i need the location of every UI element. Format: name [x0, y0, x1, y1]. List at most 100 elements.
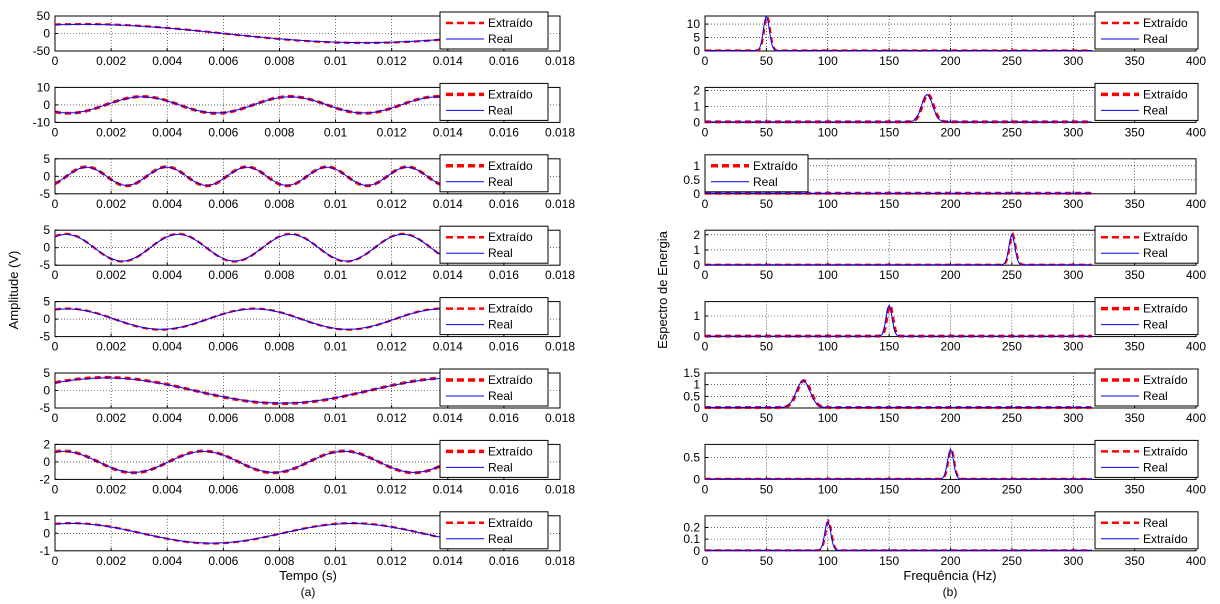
x-tick-label: 0.012 — [377, 268, 407, 282]
legend-label: Extraído — [488, 16, 533, 30]
x-tick-label: 200 — [940, 554, 960, 568]
legend: Extraído Real — [1094, 297, 1199, 336]
x-tick-label: 150 — [879, 125, 899, 139]
x-tick-label: 0.002 — [96, 482, 126, 496]
series-real — [54, 450, 458, 473]
x-tick-label: 250 — [1002, 54, 1022, 68]
x-tick-label: 0.018 — [545, 482, 575, 496]
y-tick-label: 0.2 — [683, 520, 700, 534]
y-tick-label: 5 — [43, 366, 50, 380]
y-tick-label: 0 — [43, 98, 50, 112]
legend-label: Extraído — [1143, 16, 1188, 30]
legend-label: Extraído — [1143, 302, 1188, 316]
legend-label: Extraído — [1143, 532, 1188, 546]
x-axis-label-frequency: Frequência (Hz) — [903, 568, 996, 583]
series-real — [54, 23, 458, 44]
subplot-5: 0 50 100 150 200 250 300 350 400 1 0 Extraído Real — [693, 297, 1206, 354]
y-tick-label: 5 — [43, 295, 50, 309]
legend: Extraído Real — [1094, 368, 1199, 407]
x-tick-label: 50 — [760, 340, 774, 354]
y-tick-label: -5 — [39, 330, 50, 344]
x-tick-label: 150 — [879, 554, 899, 568]
x-tick-label: 0.016 — [489, 482, 519, 496]
x-tick-label: 0.004 — [152, 268, 182, 282]
series-real — [705, 304, 1092, 337]
legend-label: Extraído — [488, 302, 533, 316]
x-tick-label: 150 — [879, 411, 899, 425]
y-tick-label: 0 — [693, 401, 700, 415]
x-tick-label: 0.016 — [489, 197, 519, 211]
x-tick-label: 0 — [52, 54, 59, 68]
legend: Extraído Real — [439, 154, 549, 193]
subplot-3: 0 0.002 0.004 0.006 0.008 0.01 0.012 0.014 0.016… — [39, 152, 575, 211]
x-tick-label: 0 — [702, 411, 709, 425]
y-tick-label: 0 — [693, 187, 700, 201]
x-tick-label: 0.004 — [152, 340, 182, 354]
x-tick-label: 0.018 — [545, 340, 575, 354]
x-tick-label: 350 — [1125, 197, 1145, 211]
legend-label: Real — [488, 32, 513, 46]
x-tick-label: 0 — [702, 554, 709, 568]
x-tick-label: 200 — [940, 411, 960, 425]
x-tick-label: 0.008 — [264, 411, 294, 425]
x-tick-label: 400 — [1186, 340, 1206, 354]
x-tick-label: 0 — [702, 54, 709, 68]
x-tick-label: 350 — [1125, 482, 1145, 496]
x-tick-label: 0 — [52, 340, 59, 354]
x-tick-label: 0.016 — [489, 268, 519, 282]
y-tick-label: 2 — [693, 228, 700, 242]
x-tick-label: 0.006 — [208, 554, 238, 568]
legend-label: Extraído — [1143, 373, 1188, 387]
y-tick-label: -5 — [39, 401, 50, 415]
x-tick-label: 0.002 — [96, 268, 126, 282]
x-tick-label: 0.014 — [433, 411, 463, 425]
y-tick-label: 0 — [693, 115, 700, 129]
y-tick-label: 1 — [693, 99, 700, 113]
y-tick-label: 0 — [693, 258, 700, 272]
y-tick-label: 0.5 — [683, 173, 700, 187]
series-real — [705, 380, 1092, 408]
x-tick-label: 0.002 — [96, 54, 126, 68]
legend: Extraído Real — [439, 82, 549, 121]
x-tick-label: 200 — [940, 482, 960, 496]
legend: Extraído Real — [439, 439, 549, 478]
x-tick-label: 0.01 — [324, 340, 348, 354]
y-tick-label: 0.5 — [683, 389, 700, 403]
y-tick-label: 0 — [43, 27, 50, 41]
x-tick-label: 0.018 — [545, 54, 575, 68]
x-tick-label: 0.008 — [264, 197, 294, 211]
legend-label: Real — [753, 175, 778, 189]
x-tick-label: 0 — [702, 125, 709, 139]
legend-label: Real — [488, 389, 513, 403]
x-tick-label: 350 — [1125, 125, 1145, 139]
panel-b-frequency-domain: 0 50 100 150 200 250 300 350 4001050ExtraídoReal… — [683, 11, 1206, 568]
x-tick-label: 0.012 — [377, 482, 407, 496]
legend-label: Extraído — [753, 159, 798, 173]
legend-label: Real — [1143, 460, 1168, 474]
x-tick-label: 300 — [1063, 554, 1083, 568]
x-tick-label: 0.014 — [433, 54, 463, 68]
subplot-2: 0 0.002 0.004 0.006 0.008 0.01 0.012 0.014 0.016… — [33, 80, 576, 139]
x-tick-label: 0 — [702, 197, 709, 211]
series-real — [705, 233, 1092, 266]
legend: Extraído Real — [439, 225, 549, 264]
x-tick-label: 0.008 — [264, 554, 294, 568]
legend-label: Real — [1143, 246, 1168, 260]
x-tick-label: 0.014 — [433, 340, 463, 354]
x-tick-label: 300 — [1063, 197, 1083, 211]
legend-label: Extraído — [488, 444, 533, 458]
x-tick-label: 50 — [760, 268, 774, 282]
legend-label: Real — [488, 175, 513, 189]
y-tick-label: 5 — [43, 223, 50, 237]
legend-label: Extraído — [1143, 444, 1188, 458]
x-tick-label: 200 — [940, 54, 960, 68]
x-tick-label: 50 — [760, 54, 774, 68]
x-tick-label: 0.016 — [489, 340, 519, 354]
legend-label: Extraído — [488, 373, 533, 387]
legend: Extraído Real — [439, 297, 549, 336]
x-tick-label: 0.004 — [152, 482, 182, 496]
x-tick-label: 350 — [1125, 54, 1145, 68]
legend-box — [1094, 82, 1199, 121]
x-tick-label: 0.008 — [264, 125, 294, 139]
